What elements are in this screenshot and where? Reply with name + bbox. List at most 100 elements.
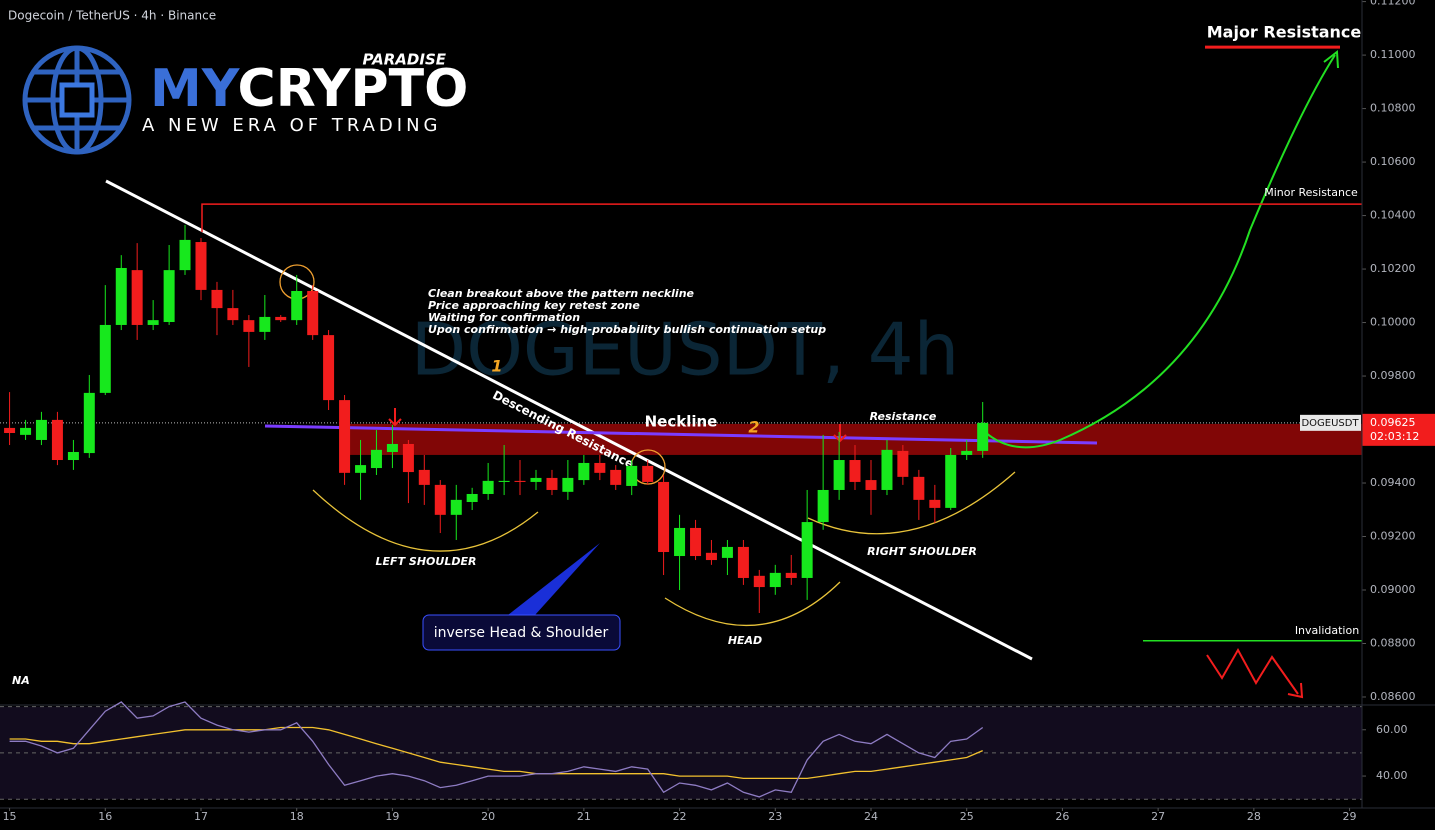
projection-arrowhead bbox=[1323, 50, 1339, 69]
rsi-tick-label: 40.00 bbox=[1376, 769, 1408, 782]
logo-slogan: A NEW ERA OF TRADING bbox=[142, 115, 442, 136]
x-tick-label: 18 bbox=[290, 810, 304, 823]
minor-resistance-line bbox=[201, 203, 1362, 233]
projection-path bbox=[984, 54, 1336, 449]
candle-body bbox=[195, 242, 207, 290]
point-label: 1 bbox=[491, 357, 502, 376]
candle-body bbox=[355, 465, 367, 473]
shoulder-label: LEFT SHOULDER bbox=[376, 555, 477, 568]
candle-body bbox=[961, 450, 973, 455]
candle-body bbox=[610, 469, 622, 485]
candle-body bbox=[20, 427, 32, 435]
candle-body bbox=[307, 290, 319, 336]
x-tick-label: 21 bbox=[577, 810, 591, 823]
candle-body bbox=[785, 572, 797, 578]
x-tick-label: 23 bbox=[768, 810, 782, 823]
neckline-label: Neckline bbox=[645, 413, 718, 431]
candle-body bbox=[562, 477, 574, 492]
resistance-label: Resistance bbox=[870, 410, 937, 423]
candle-body bbox=[705, 552, 717, 561]
x-tick-label: 28 bbox=[1247, 810, 1261, 823]
candle-body bbox=[642, 465, 654, 482]
logo-name-part: MY bbox=[150, 59, 241, 119]
price-tag-box bbox=[1362, 413, 1435, 446]
candle-body bbox=[179, 239, 191, 271]
minor-resistance-label: Minor Resistance bbox=[1264, 186, 1358, 199]
note: Clean breakout above the pattern necklin… bbox=[428, 287, 695, 300]
candle-body bbox=[67, 451, 79, 461]
y-tick-label: 0.10000 bbox=[1370, 316, 1416, 329]
price-tag-value: 0.09625 bbox=[1370, 416, 1416, 429]
candle-body bbox=[386, 443, 398, 452]
candle-body bbox=[945, 454, 957, 508]
rsi-ma-line bbox=[9, 726, 983, 780]
watermark: DOGEUSDT, 4h bbox=[411, 308, 959, 392]
candle-body bbox=[833, 460, 845, 490]
neckline bbox=[264, 424, 1098, 445]
x-tick-label: 17 bbox=[194, 810, 208, 823]
candle-body bbox=[817, 489, 829, 523]
candle-body bbox=[658, 481, 670, 553]
candle-body bbox=[275, 316, 287, 321]
x-tick-label: 26 bbox=[1055, 810, 1069, 823]
candle-body bbox=[259, 316, 271, 332]
candle-body bbox=[370, 449, 382, 469]
y-tick-label: 0.10600 bbox=[1370, 155, 1416, 168]
major-resistance-label: Major Resistance bbox=[1207, 23, 1362, 42]
y-tick-label: 0.09000 bbox=[1370, 583, 1416, 596]
x-tick-label: 25 bbox=[960, 810, 974, 823]
candle-body bbox=[849, 460, 861, 482]
left-shoulder-arc bbox=[312, 489, 539, 552]
candle-body bbox=[323, 335, 335, 401]
x-tick-label: 15 bbox=[3, 810, 17, 823]
invalidation-arrow bbox=[1206, 647, 1304, 699]
candle-body bbox=[530, 477, 542, 482]
candle-body bbox=[99, 324, 111, 393]
candle-body bbox=[402, 443, 414, 473]
y-tick-label: 0.10800 bbox=[1370, 102, 1416, 115]
descending-trendline bbox=[105, 179, 1033, 661]
candle-body bbox=[147, 320, 159, 325]
x-tick-label: 20 bbox=[481, 810, 495, 823]
candle-body bbox=[131, 270, 143, 325]
head-label: HEAD bbox=[728, 634, 762, 647]
x-tick-label: 22 bbox=[673, 810, 687, 823]
candle-body bbox=[83, 392, 95, 454]
candle-body bbox=[4, 427, 16, 434]
x-tick-label: 27 bbox=[1151, 810, 1165, 823]
y-tick-label: 0.08600 bbox=[1370, 690, 1416, 703]
candle-body bbox=[514, 480, 526, 482]
candle-body bbox=[51, 419, 63, 461]
y-tick-label: 0.11200 bbox=[1370, 0, 1416, 8]
candle-body bbox=[913, 476, 925, 500]
candle-body bbox=[339, 400, 351, 473]
candle-body bbox=[482, 480, 494, 494]
note: Upon confirmation → high-probability bul… bbox=[428, 323, 826, 336]
candle-body bbox=[753, 575, 765, 588]
marker-arrow bbox=[833, 424, 847, 443]
candle-body bbox=[450, 499, 462, 515]
candle-body bbox=[578, 462, 590, 481]
head-arc bbox=[664, 581, 841, 627]
x-tick-label: 19 bbox=[385, 810, 399, 823]
logo-tag: PARADISE bbox=[363, 51, 447, 69]
candle-body bbox=[929, 499, 941, 508]
candle-body bbox=[626, 465, 638, 486]
x-tick-label: 24 bbox=[864, 810, 878, 823]
y-tick-label: 0.09200 bbox=[1370, 530, 1416, 543]
indicator-na: NA bbox=[12, 674, 30, 687]
candle-body bbox=[737, 546, 749, 578]
candle-body bbox=[115, 267, 127, 325]
candle-body bbox=[466, 493, 478, 503]
note: Waiting for confirmation bbox=[428, 311, 580, 324]
logo-name-part: CRYPTO bbox=[238, 59, 469, 119]
x-tick-label: 16 bbox=[98, 810, 112, 823]
candle-body bbox=[35, 419, 47, 440]
candle-body bbox=[546, 477, 558, 490]
candle-body bbox=[227, 308, 239, 321]
pattern-box bbox=[422, 614, 621, 651]
candle-body bbox=[977, 422, 989, 451]
rsi-line bbox=[9, 701, 984, 798]
candle-body bbox=[674, 527, 686, 557]
